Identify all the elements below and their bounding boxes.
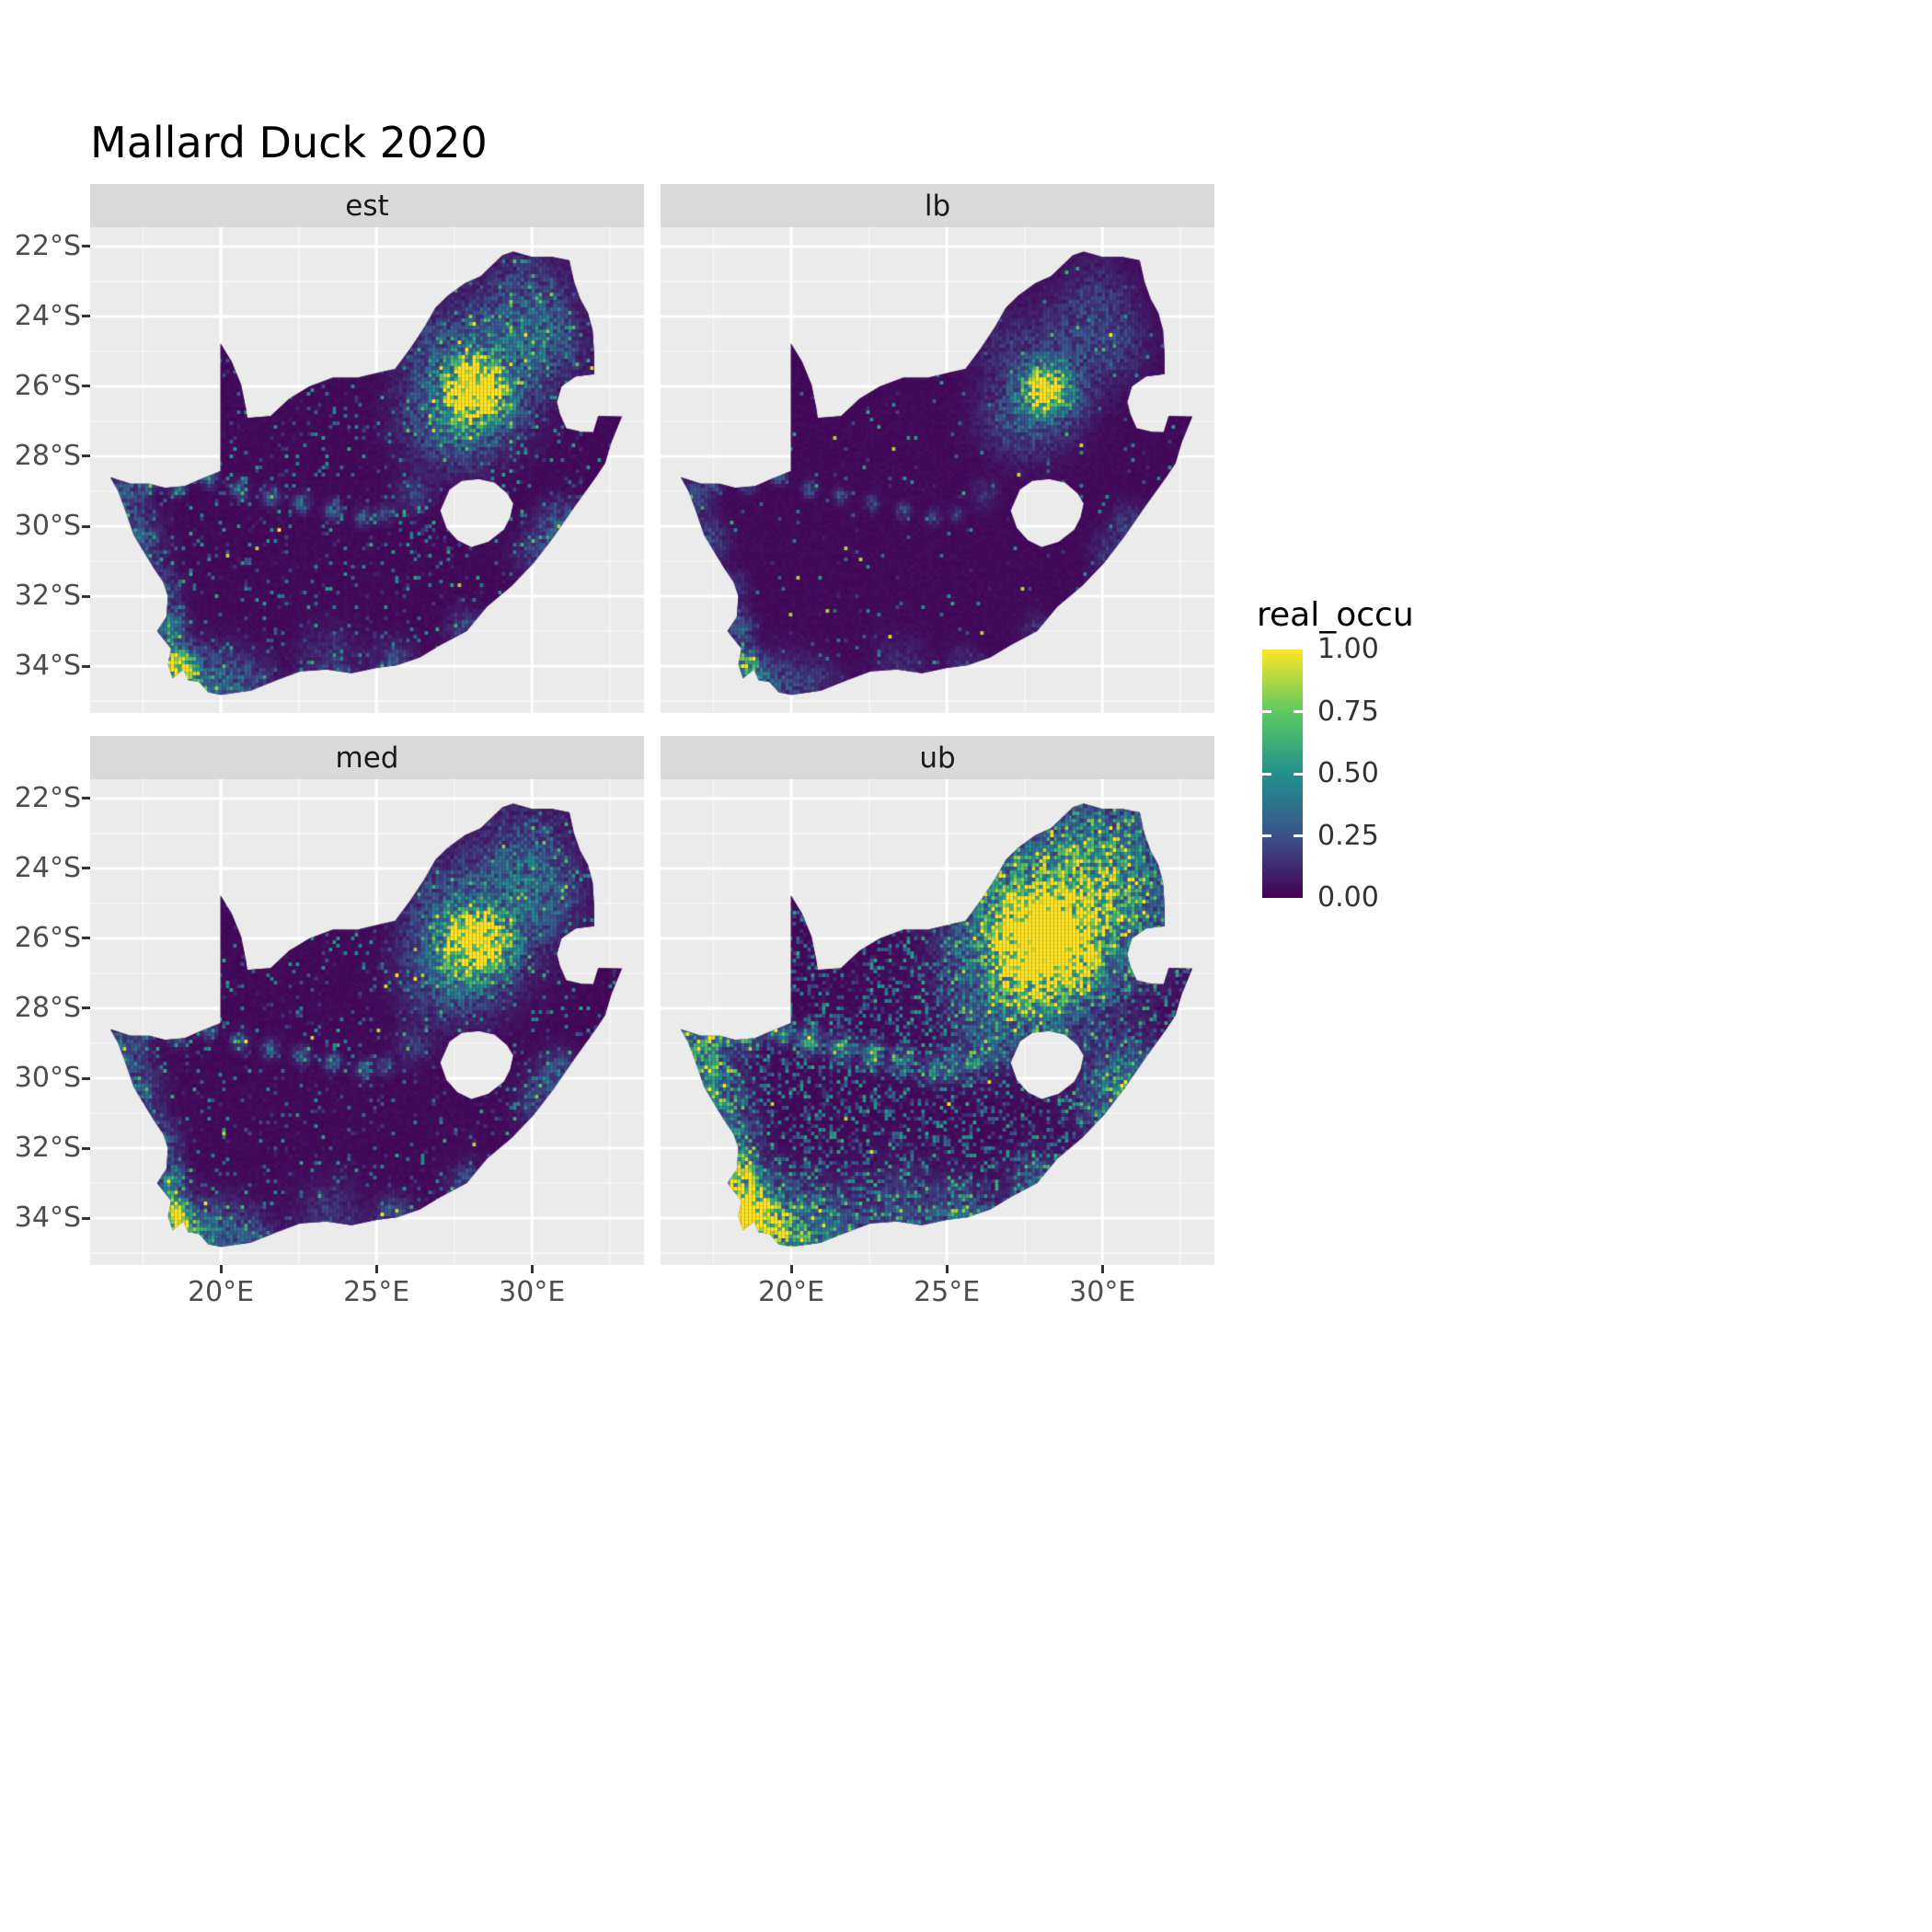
y-tick-label: 28°S — [14, 439, 81, 472]
y-tick-label: 26°S — [14, 369, 81, 402]
x-tick-mark — [374, 1265, 378, 1273]
y-tick-mark — [82, 1006, 90, 1010]
legend-tick-label: 0.25 — [1317, 819, 1379, 852]
facet-map-ub — [661, 779, 1214, 1265]
facet-strip-label: est — [345, 189, 389, 223]
y-tick-label: 30°S — [14, 510, 81, 542]
y-tick-label: 32°S — [14, 580, 81, 613]
x-tick-label: 25°E — [914, 1276, 981, 1308]
y-tick-label: 22°S — [14, 229, 81, 262]
facet-strip-med: med — [90, 736, 644, 779]
legend-title: real_occu — [1257, 596, 1414, 634]
facet-map-med — [90, 779, 644, 1265]
y-tick-mark — [82, 315, 90, 318]
y-tick-label: 24°S — [14, 851, 81, 884]
legend-colorbar — [1262, 650, 1303, 898]
y-tick-mark — [82, 867, 90, 870]
y-tick-mark — [82, 1076, 90, 1080]
colorbar-tick — [1262, 710, 1271, 713]
legend-tick-label: 0.75 — [1317, 695, 1379, 728]
y-tick-label: 28°S — [14, 991, 81, 1024]
facet-strip-lb: lb — [661, 184, 1214, 227]
y-tick-label: 26°S — [14, 921, 81, 954]
y-tick-label: 24°S — [14, 299, 81, 332]
y-tick-label: 34°S — [14, 1202, 81, 1235]
x-tick-label: 20°E — [757, 1276, 825, 1308]
facet-map-lb — [661, 227, 1214, 713]
colorbar-tick — [1294, 834, 1303, 837]
y-tick-mark — [82, 1146, 90, 1150]
y-tick-mark — [82, 524, 90, 528]
colorbar-tick — [1262, 834, 1271, 837]
y-tick-label: 22°S — [14, 781, 81, 814]
y-tick-mark — [82, 797, 90, 800]
x-tick-mark — [530, 1265, 534, 1273]
x-tick-mark — [945, 1265, 949, 1273]
legend-tick-label: 0.00 — [1317, 881, 1379, 914]
x-tick-label: 30°E — [1069, 1276, 1136, 1308]
y-tick-mark — [82, 664, 90, 668]
y-tick-mark — [82, 1216, 90, 1220]
x-tick-label: 30°E — [499, 1276, 566, 1308]
facet-strip-ub: ub — [661, 736, 1214, 779]
facet-map-est — [90, 227, 644, 713]
facet-strip-label: ub — [919, 741, 956, 775]
colorbar-tick — [1294, 772, 1303, 776]
legend-tick-label: 0.50 — [1317, 757, 1379, 789]
y-tick-mark — [82, 454, 90, 458]
legend-tick-label: 1.00 — [1317, 633, 1379, 665]
colorbar-tick — [1262, 772, 1271, 776]
x-tick-label: 20°E — [187, 1276, 255, 1308]
y-tick-mark — [82, 594, 90, 598]
facet-strip-label: med — [335, 741, 399, 775]
y-tick-label: 32°S — [14, 1132, 81, 1165]
x-tick-label: 25°E — [343, 1276, 410, 1308]
x-tick-mark — [1100, 1265, 1104, 1273]
facet-strip-est: est — [90, 184, 644, 227]
x-tick-mark — [789, 1265, 793, 1273]
x-tick-mark — [219, 1265, 223, 1273]
colorbar-tick — [1294, 710, 1303, 713]
y-tick-label: 34°S — [14, 650, 81, 683]
y-tick-mark — [82, 385, 90, 388]
facet-strip-label: lb — [924, 189, 951, 223]
y-tick-mark — [82, 245, 90, 248]
chart-title: Mallard Duck 2020 — [90, 118, 488, 167]
y-tick-mark — [82, 937, 90, 940]
y-tick-label: 30°S — [14, 1062, 81, 1094]
